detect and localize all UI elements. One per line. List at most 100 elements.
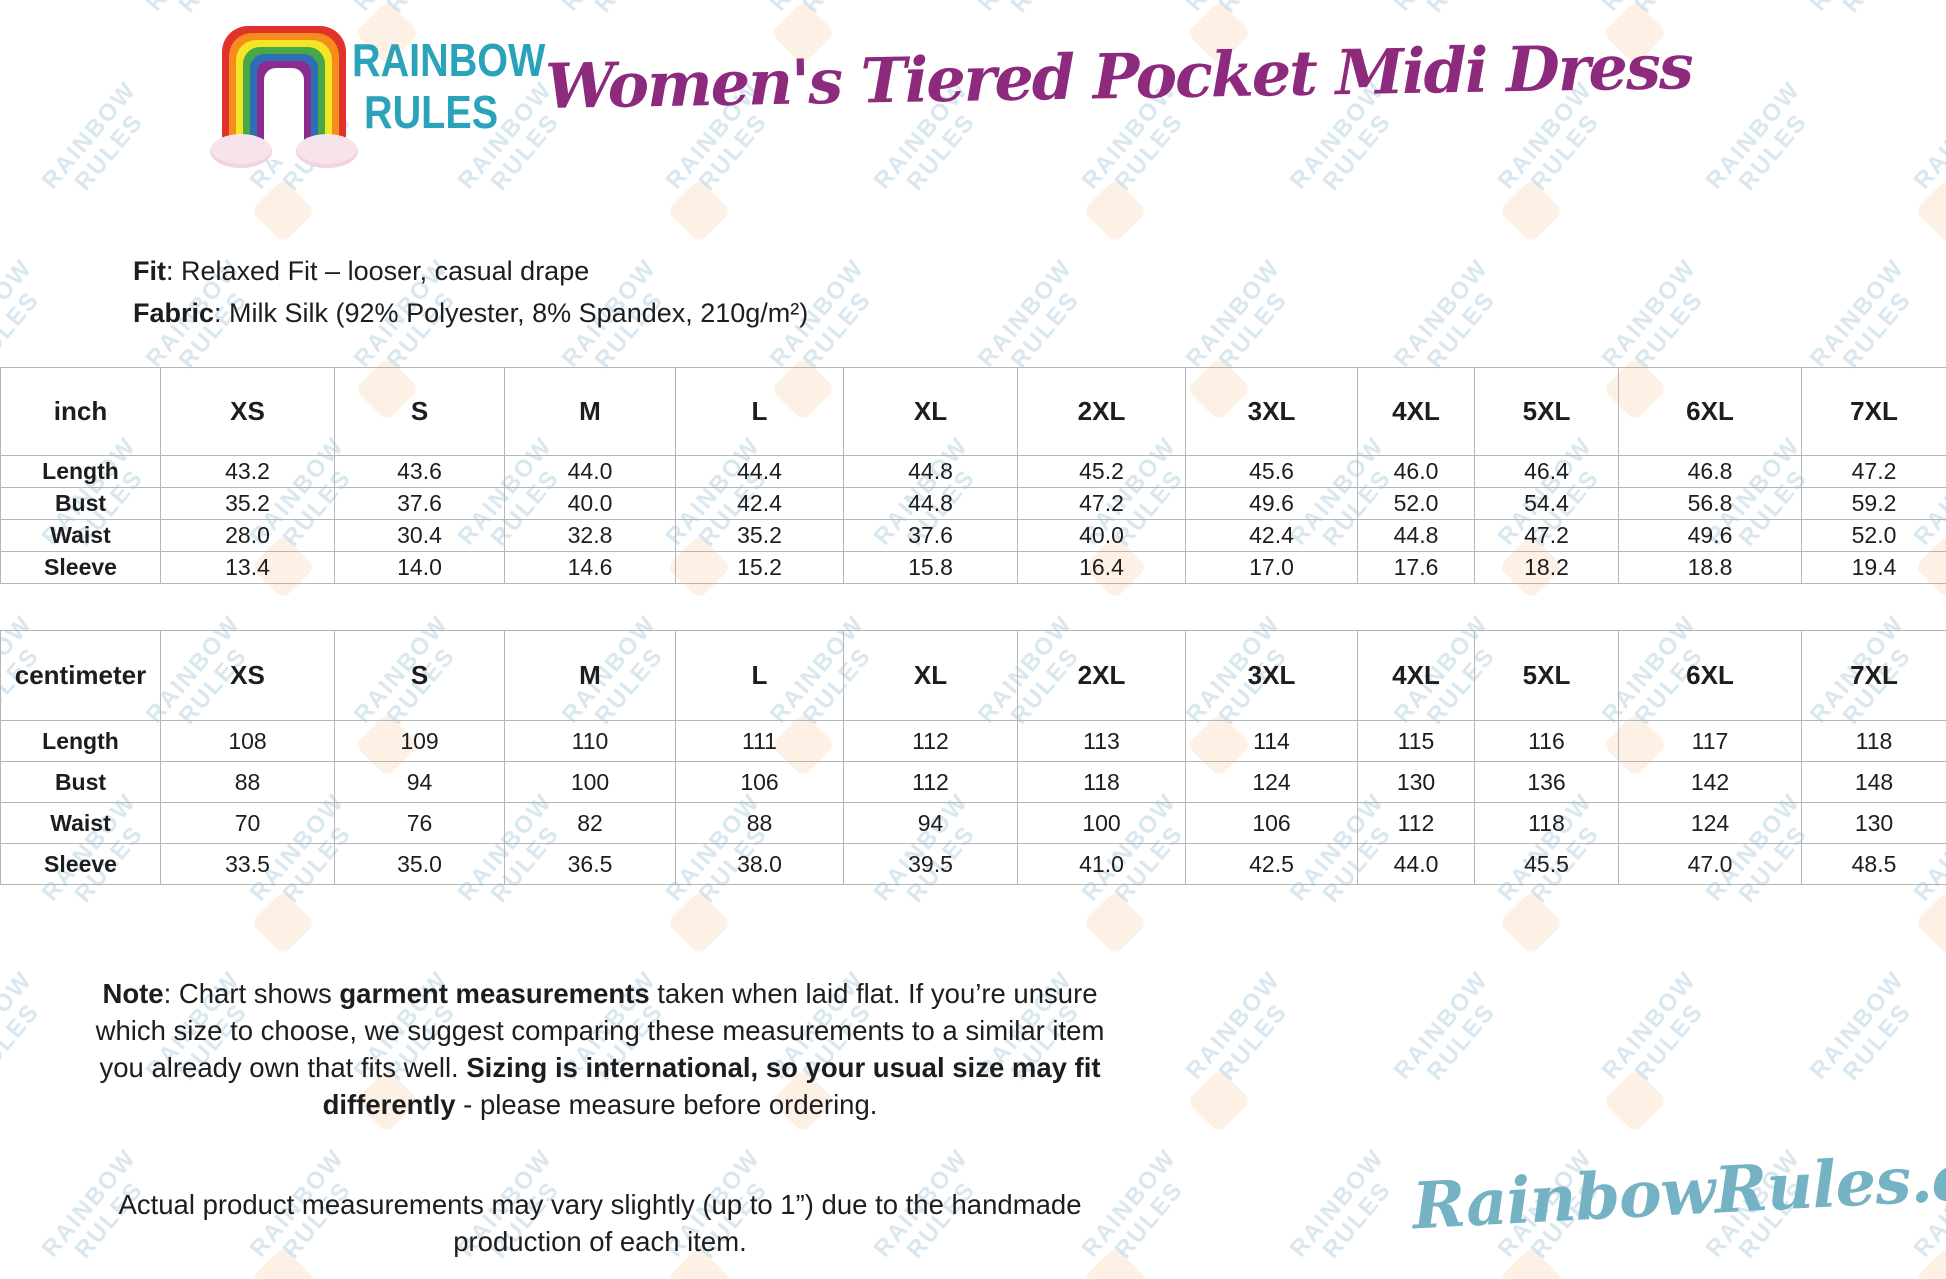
brand-wordmark-line1: RAINBOW	[352, 34, 546, 86]
size-header-cell: M	[504, 367, 676, 456]
fabric-line: Fabric: Milk Silk (92% Polyester, 8% Spa…	[133, 292, 808, 334]
measurement-cell: 17.0	[1185, 551, 1358, 584]
measurement-cell: 42.5	[1185, 843, 1358, 885]
measurement-row: Sleeve 33.5 35.0 36.5 38.0 39.5 41.0 42.5 44.0 45…	[0, 843, 1946, 885]
measurement-cell: 15.8	[843, 551, 1018, 584]
size-header-cell: 2XL	[1017, 630, 1186, 721]
size-header-cell: M	[504, 630, 676, 721]
note-segment: - please measure before ordering.	[455, 1089, 878, 1120]
measurement-cell: 45.5	[1474, 843, 1619, 885]
measurement-cell: 45.2	[1017, 455, 1186, 488]
measurement-cell: 47.2	[1017, 487, 1186, 520]
measurement-cell: 136	[1474, 761, 1619, 803]
product-details: Fit: Relaxed Fit – looser, casual drape …	[133, 250, 808, 334]
size-header-cell: XS	[160, 630, 335, 721]
row-label-cell: Length	[0, 455, 161, 488]
watermark-text: RAINBOW RULES	[0, 966, 45, 1086]
row-label-cell: Sleeve	[0, 843, 161, 885]
fabric-label: Fabric	[133, 298, 215, 328]
measurement-cell: 44.4	[675, 455, 844, 488]
measurement-cell: 52.0	[1357, 487, 1475, 520]
measurement-cell: 30.4	[334, 519, 505, 552]
measurement-cell: 32.8	[504, 519, 676, 552]
measurement-cell: 41.0	[1017, 843, 1186, 885]
size-header-cell: L	[675, 630, 844, 721]
size-header-cell: 4XL	[1357, 367, 1475, 456]
watermark-text: RAINBOW RULES	[1805, 0, 1930, 33]
watermark-text: RAINBOW RULES	[36, 76, 149, 196]
row-label-cell: Length	[0, 720, 161, 762]
size-header-cell: 4XL	[1357, 630, 1475, 721]
measurement-cell: 56.8	[1618, 487, 1802, 520]
rainbow-rules-logo-icon	[210, 26, 358, 168]
brand-wordmark-line2: RULES	[364, 86, 499, 138]
measurement-row: Waist 70 76 82 88 94 100 106 112 118 124 130	[0, 802, 1946, 844]
note-segment: taken when laid flat. If you’re unsure w…	[95, 978, 1105, 1083]
note-segment: : Chart shows	[163, 978, 340, 1009]
measurement-cell: 42.4	[1185, 519, 1358, 552]
size-header-cell: XL	[843, 367, 1018, 456]
measurement-row: Waist 28.0 30.4 32.8 35.2 37.6 40.0 42.4 44.8 47.…	[0, 519, 1946, 552]
measurement-cell: 49.6	[1618, 519, 1802, 552]
measurement-cell: 115	[1357, 720, 1475, 762]
measurement-cell: 70	[160, 802, 335, 844]
size-header-cell: 5XL	[1474, 367, 1619, 456]
measurement-cell: 39.5	[843, 843, 1018, 885]
measurement-cell: 106	[1185, 802, 1358, 844]
measurement-cell: 46.0	[1357, 455, 1475, 488]
measurement-cell: 108	[160, 720, 335, 762]
measurement-cell: 47.2	[1474, 519, 1619, 552]
measurement-cell: 45.6	[1185, 455, 1358, 488]
size-header-cell: 2XL	[1017, 367, 1186, 456]
measurement-cell: 100	[1017, 802, 1186, 844]
measurement-cell: 18.2	[1474, 551, 1619, 584]
measurement-cell: 100	[504, 761, 676, 803]
measurement-cell: 17.6	[1357, 551, 1475, 584]
measurement-cell: 44.0	[504, 455, 676, 488]
measurement-cell: 118	[1801, 720, 1946, 762]
size-header-cell: 3XL	[1185, 630, 1358, 721]
measurement-cell: 112	[1357, 802, 1475, 844]
watermark-diamond-icon	[0, 1068, 4, 1134]
size-header-cell: 6XL	[1618, 630, 1802, 721]
measurement-cell: 76	[334, 802, 505, 844]
row-label-cell: Bust	[0, 761, 161, 803]
size-header-cell: S	[334, 630, 505, 721]
size-header-cell: 7XL	[1801, 630, 1946, 721]
measurement-cell: 44.8	[843, 455, 1018, 488]
measurement-cell: 116	[1474, 720, 1619, 762]
measurement-cell: 113	[1017, 720, 1186, 762]
size-header-cell: XS	[160, 367, 335, 456]
measurement-cell: 38.0	[675, 843, 844, 885]
size-header-cell: XL	[843, 630, 1018, 721]
measurement-cell: 111	[675, 720, 844, 762]
measurement-cell: 124	[1618, 802, 1802, 844]
measurement-cell: 88	[675, 802, 844, 844]
unit-cell: inch	[0, 367, 161, 456]
watermark-text: RAINBOW RULES	[1804, 966, 1917, 1086]
measurement-cell: 46.4	[1474, 455, 1619, 488]
measurement-cell: 33.5	[160, 843, 335, 885]
measurement-cell: 43.2	[160, 455, 335, 488]
watermark-text: RAINBOW RULES	[1284, 1144, 1397, 1264]
watermark-text: RAINBOW RULES	[0, 0, 58, 33]
fit-line: Fit: Relaxed Fit – looser, casual drape	[133, 250, 808, 292]
measurement-cell: 36.5	[504, 843, 676, 885]
measurement-cell: 14.0	[334, 551, 505, 584]
measurement-cell: 117	[1618, 720, 1802, 762]
measurement-cell: 28.0	[160, 519, 335, 552]
cloud-icon	[296, 134, 358, 168]
size-table-header-row: inch XS S M L XL 2XL 3XL 4XL 5XL 6XL 7XL	[0, 367, 1946, 456]
measurement-row: Sleeve 13.4 14.0 14.6 15.2 15.8 16.4 17.0 17.6 18…	[0, 551, 1946, 584]
measurement-row: Length 108 109 110 111 112 113 114 115 116 117 118	[0, 720, 1946, 762]
measurement-cell: 110	[504, 720, 676, 762]
measurement-cell: 37.6	[843, 519, 1018, 552]
measurement-cell: 130	[1801, 802, 1946, 844]
fabric-value: : Milk Silk (92% Polyester, 8% Spandex, …	[214, 298, 809, 328]
measurement-cell: 15.2	[675, 551, 844, 584]
watermark-diamond-icon	[0, 0, 4, 66]
measurement-cell: 52.0	[1801, 519, 1946, 552]
measurement-cell: 88	[160, 761, 335, 803]
measurement-cell: 49.6	[1185, 487, 1358, 520]
measurement-cell: 106	[675, 761, 844, 803]
